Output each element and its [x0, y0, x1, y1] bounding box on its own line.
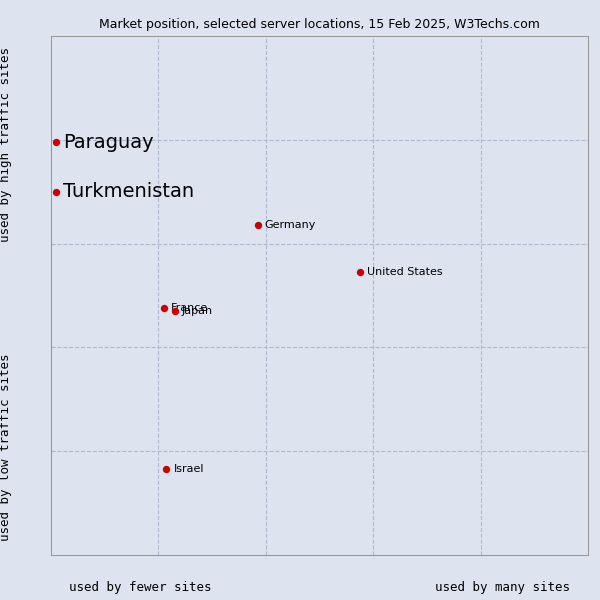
Point — [355, 268, 365, 277]
Point — [161, 464, 171, 474]
Title: Market position, selected server locations, 15 Feb 2025, W3Techs.com: Market position, selected server locatio… — [99, 17, 540, 31]
Text: France: France — [171, 304, 208, 313]
Text: Japan: Japan — [181, 306, 212, 316]
Text: Paraguay: Paraguay — [64, 133, 154, 152]
Text: Israel: Israel — [173, 464, 204, 475]
Text: used by high traffic sites: used by high traffic sites — [0, 46, 13, 241]
Point — [52, 187, 61, 197]
Point — [52, 137, 61, 147]
Text: used by low traffic sites: used by low traffic sites — [0, 353, 13, 541]
Point — [159, 304, 169, 313]
Point — [253, 221, 263, 230]
Text: used by many sites: used by many sites — [435, 581, 570, 594]
Point — [170, 306, 179, 316]
Text: United States: United States — [367, 267, 442, 277]
Text: used by fewer sites: used by fewer sites — [69, 581, 212, 594]
Text: Germany: Germany — [265, 220, 316, 230]
Text: Turkmenistan: Turkmenistan — [64, 182, 194, 201]
